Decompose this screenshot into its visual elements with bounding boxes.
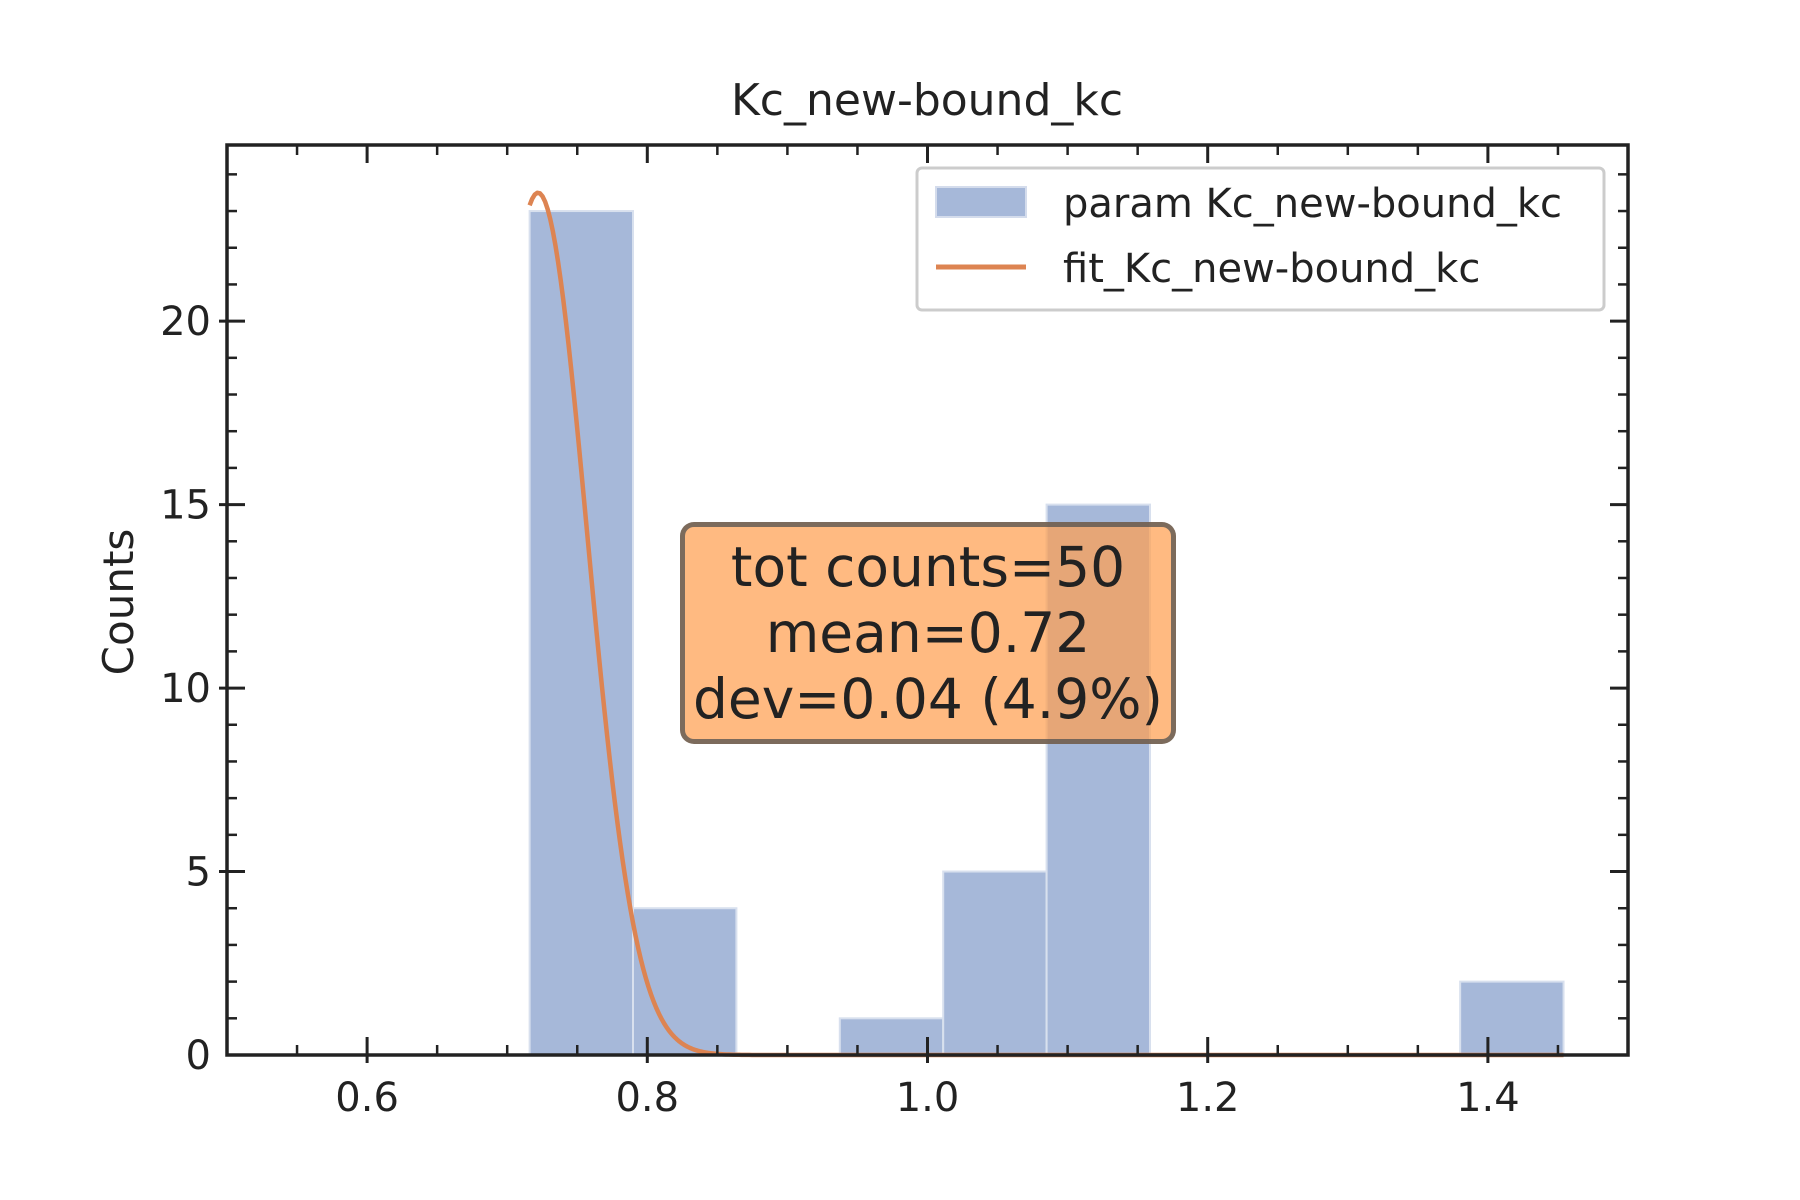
histogram-bar <box>632 907 738 1057</box>
histogram-bar <box>1459 980 1565 1057</box>
x-tick-label: 1.0 <box>896 1075 960 1121</box>
x-tick-label: 0.6 <box>335 1075 399 1121</box>
y-axis-label: Counts <box>94 529 143 676</box>
y-tick-label: 20 <box>160 299 211 345</box>
legend: param Kc_new-bound_kc fit_Kc_new-bound_k… <box>915 166 1606 312</box>
y-tick-label: 10 <box>160 666 211 712</box>
legend-frame <box>915 166 1606 312</box>
y-tick-label: 15 <box>160 483 211 529</box>
stats-box: tot counts=50 mean=0.72 dev=0.04 (4.9%) <box>680 522 1176 744</box>
y-tick-label: 0 <box>186 1033 211 1079</box>
stats-deviation: dev=0.04 (4.9%) <box>693 667 1163 731</box>
stats-total-counts: tot counts=50 <box>730 535 1126 599</box>
legend-label-fit: fit_Kc_new-bound_kc <box>1063 246 1480 292</box>
x-tick-label: 0.8 <box>615 1075 679 1121</box>
x-tick-label: 1.4 <box>1456 1075 1520 1121</box>
histogram-bar <box>942 870 1048 1057</box>
chart-title: Kc_new-bound_kc <box>731 75 1123 126</box>
histogram-bar <box>528 210 635 1056</box>
y-tick-label: 5 <box>186 850 211 896</box>
axes: 0.6 0.8 1.0 1.2 1.4 0 5 10 15 20 <box>160 143 1630 1121</box>
x-tick-label: 1.2 <box>1176 1075 1240 1121</box>
legend-swatch-histogram <box>935 186 1027 218</box>
stats-mean: mean=0.72 <box>765 601 1091 665</box>
legend-label-histogram: param Kc_new-bound_kc <box>1063 181 1562 227</box>
